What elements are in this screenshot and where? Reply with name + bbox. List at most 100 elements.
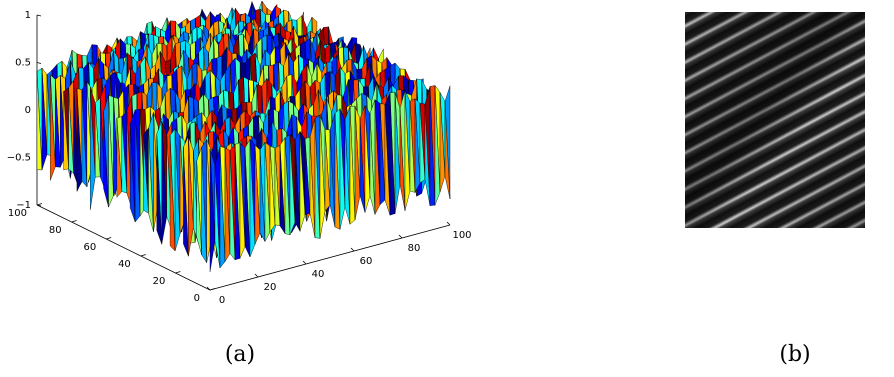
surface-facet: [339, 108, 346, 230]
surface-facet: [294, 139, 301, 232]
surface-facet: [409, 101, 416, 193]
surface-facet: [259, 149, 266, 242]
surface-facet: [239, 142, 246, 259]
surface-facet: [63, 91, 69, 171]
y-tick-label: 40: [118, 259, 131, 270]
y-tick-label: 20: [153, 276, 166, 287]
x-tick-label: 80: [408, 243, 421, 254]
x-tick: [350, 247, 355, 252]
surface-facet: [279, 145, 286, 235]
surface-facet: [224, 147, 231, 263]
surface-facet: [174, 128, 181, 251]
surface-facet: [329, 130, 336, 228]
z-tick-label: 1: [25, 10, 31, 21]
surface-facet: [264, 142, 271, 242]
surface-facet: [156, 133, 162, 245]
surface-facet: [429, 86, 436, 206]
surface-facet: [384, 104, 391, 216]
surface-facet: [439, 92, 446, 193]
surface-facet: [108, 95, 114, 208]
surface-facet: [196, 161, 202, 255]
z-tick-label: −0.5: [7, 153, 31, 164]
surface-facet: [244, 148, 251, 258]
caption: (a): [225, 342, 255, 367]
x-tick-label: 60: [360, 256, 373, 267]
surface-facet: [249, 139, 256, 258]
surface-facet: [55, 79, 61, 168]
surface-facet: [374, 99, 381, 215]
surface-facet: [229, 150, 236, 261]
surface-facet: [201, 147, 207, 264]
x-tick: [302, 260, 307, 265]
surface-facet: [254, 144, 261, 245]
surface-panel: −1 −0.5 0 0.5 1 0 20 40 60 80 100 0 20 40 60 80 100: [7, 0, 472, 306]
surface-facet: [100, 97, 106, 191]
surface-facet: [41, 68, 48, 170]
surface-facet: [76, 88, 83, 192]
surface-facet: [444, 101, 451, 199]
image-panel: [685, 12, 865, 228]
surface-facet: [304, 138, 311, 216]
surface-facet: [344, 119, 351, 225]
surface-facet: [369, 113, 376, 215]
surface-facet: [389, 92, 396, 216]
surface-facet: [394, 91, 401, 214]
surface-facet: [289, 134, 296, 235]
caption: (b): [779, 342, 810, 367]
surface-facet: [103, 111, 109, 208]
surface-facet: [68, 87, 74, 174]
y-tick: [209, 288, 216, 291]
x-tick-label: 0: [219, 295, 225, 306]
surface-facet: [143, 134, 149, 214]
x-tick: [206, 286, 211, 291]
surface-facet: [419, 103, 426, 184]
surface-facet: [284, 137, 291, 236]
y-tick: [36, 203, 43, 206]
surface-facet: [349, 106, 356, 225]
surface-facet: [274, 148, 281, 227]
surface-facet: [354, 106, 361, 220]
y-tick-label: 0: [194, 293, 200, 304]
image-shading: [685, 12, 865, 228]
surface-facet: [134, 109, 141, 223]
y-tick: [71, 220, 77, 223]
surface-facet: [234, 144, 241, 261]
z-tick-label: −1: [16, 200, 31, 211]
surface-facet: [359, 118, 366, 213]
y-tick-label: 100: [8, 208, 27, 219]
surface-facet: [319, 115, 326, 239]
z-tick-label: 0.5: [15, 58, 31, 69]
surface-facet: [424, 104, 431, 206]
surface-facet: [183, 147, 189, 257]
y-tick-label: 60: [83, 242, 96, 253]
surface-facet: [148, 128, 154, 232]
surface-facet: [161, 121, 167, 245]
surface-facet: [269, 145, 276, 233]
surface-facet: [219, 146, 226, 269]
surface-facet: [121, 116, 128, 194]
x-axis: [209, 224, 451, 291]
z-tick-label: 0: [25, 105, 31, 116]
x-tick: [254, 273, 259, 278]
surface-facet: [214, 165, 221, 268]
x-tick: [398, 234, 403, 239]
surface-facet: [334, 113, 341, 230]
x-tick-label: 40: [312, 269, 325, 280]
surface-facet: [50, 74, 56, 181]
surface-facet: [314, 118, 321, 239]
surface-facet: [379, 103, 386, 206]
surface-facet: [399, 108, 406, 211]
surface-facet: [404, 90, 411, 211]
surface-facet: [95, 102, 101, 178]
surface-facet: [129, 123, 136, 223]
surface-facet: [116, 118, 123, 198]
surface-facet: [324, 129, 331, 212]
surface-facet: [90, 87, 96, 210]
x-tick: [446, 221, 451, 226]
surface-facet: [434, 85, 441, 206]
surface-facet: [73, 80, 79, 188]
surface-facet: [81, 89, 88, 188]
surface: [36, 0, 451, 272]
surface-facet: [209, 149, 216, 272]
